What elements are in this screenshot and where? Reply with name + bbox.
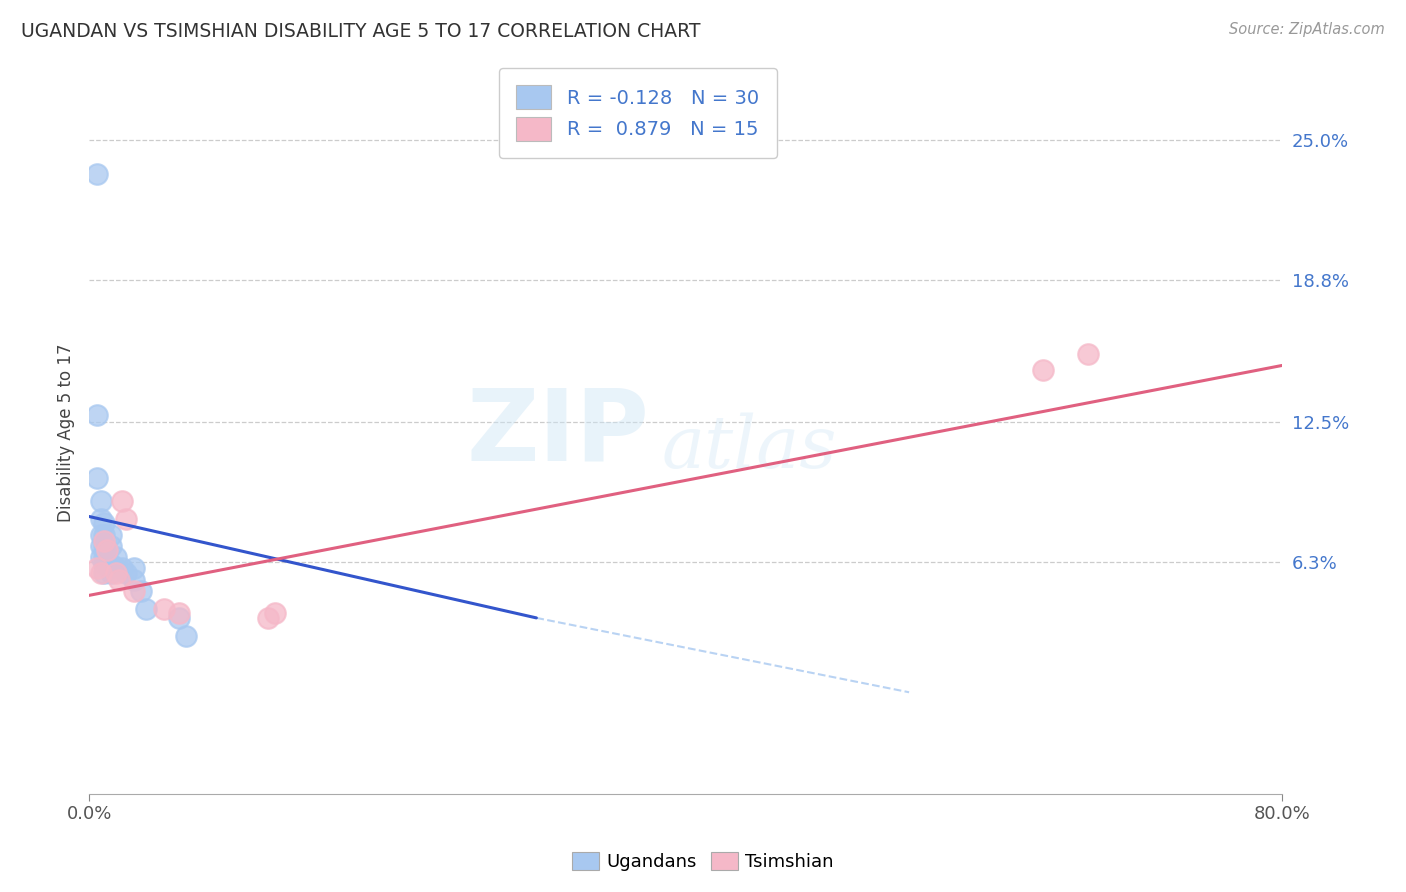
Point: [96, 557, 118, 571]
Legend: Ugandans, Tsimshian: Ugandans, Tsimshian: [565, 845, 841, 879]
Point: [86, 561, 108, 575]
Point: [115, 566, 138, 580]
Point: [135, 602, 157, 616]
Point: [93, 527, 115, 541]
Point: [93, 557, 115, 571]
Point: [122, 583, 145, 598]
Point: [115, 512, 138, 526]
Text: UGANDAN VS TSIMSHIAN DISABILITY AGE 5 TO 17 CORRELATION CHART: UGANDAN VS TSIMSHIAN DISABILITY AGE 5 TO…: [21, 22, 700, 41]
Point: [264, 607, 287, 621]
Point: [90, 527, 112, 541]
Point: [111, 493, 134, 508]
Point: [93, 534, 115, 549]
Point: [93, 539, 115, 553]
Point: [1032, 363, 1054, 377]
Point: [90, 512, 112, 526]
Point: [122, 573, 145, 587]
Point: [86, 471, 108, 485]
Point: [96, 543, 118, 558]
Point: [90, 493, 112, 508]
Point: [108, 573, 131, 587]
Point: [100, 539, 122, 553]
Point: [152, 602, 174, 616]
Point: [90, 566, 112, 580]
Point: [129, 583, 152, 598]
Point: [90, 549, 112, 564]
Text: ZIP: ZIP: [467, 384, 650, 482]
Point: [174, 629, 197, 643]
Point: [104, 561, 127, 575]
Point: [100, 557, 122, 571]
Text: Source: ZipAtlas.com: Source: ZipAtlas.com: [1229, 22, 1385, 37]
Point: [167, 611, 190, 625]
Point: [104, 549, 127, 564]
Point: [86, 408, 108, 422]
Point: [104, 566, 127, 580]
Point: [93, 516, 115, 531]
Point: [93, 566, 115, 580]
Point: [86, 167, 108, 181]
Point: [100, 566, 122, 580]
Point: [1077, 347, 1099, 361]
Point: [111, 561, 134, 575]
Point: [122, 561, 145, 575]
Point: [167, 607, 190, 621]
Legend: R = -0.128   N = 30, R =  0.879   N = 15: R = -0.128 N = 30, R = 0.879 N = 15: [499, 68, 776, 158]
Point: [90, 539, 112, 553]
Point: [100, 527, 122, 541]
Text: atlas: atlas: [662, 412, 837, 483]
Point: [257, 611, 280, 625]
Point: [96, 543, 118, 558]
Point: [93, 549, 115, 564]
Y-axis label: Disability Age 5 to 17: Disability Age 5 to 17: [58, 343, 75, 523]
